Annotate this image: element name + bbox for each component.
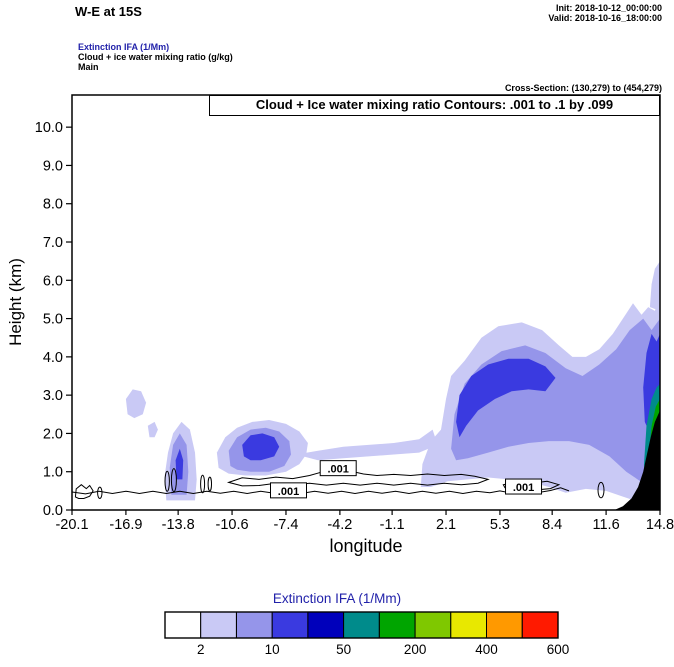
svg-text:.001: .001 [513, 482, 534, 494]
x-tick-label: 2.1 [436, 517, 456, 533]
colorbar [164, 611, 559, 639]
colorbar-cell [450, 611, 487, 639]
contour-title-box: Cloud + Ice water mixing ratio Contours:… [209, 95, 660, 116]
colorbar-tick-label: 600 [547, 642, 570, 657]
colorbar-cell [521, 611, 559, 639]
y-tick-label: 1.0 [43, 465, 63, 481]
axis-ticks [66, 126, 661, 515]
field-descriptions: Extinction IFA (1/Mm) Cloud + ice water … [78, 42, 233, 72]
init-valid-times: Init: 2018-10-12_00:00:00 Valid: 2018-10… [548, 3, 662, 23]
x-tick-label: 5.3 [490, 517, 510, 533]
x-tick-label: -4.2 [327, 517, 352, 533]
valid-time: Valid: 2018-10-16_18:00:00 [548, 13, 662, 23]
colorbar-cell [200, 611, 237, 639]
colorbar-tick-label: 50 [336, 642, 351, 657]
cross-section-coords: Cross-Section: (130,279) to (454,279) [504, 83, 662, 93]
colorbar-cell [164, 611, 202, 639]
colorbar-cell [307, 611, 345, 639]
x-tick-label: 14.8 [646, 517, 674, 533]
y-tick-label: 5.0 [43, 312, 63, 328]
y-tick-label: 2.0 [43, 426, 63, 442]
cloud-ice-contour-lines [72, 468, 605, 499]
shaded-extinction-regions [125, 261, 660, 510]
y-tick-label: 6.0 [43, 273, 63, 289]
init-time: Init: 2018-10-12_00:00:00 [555, 3, 662, 13]
axis-tick-labels: -20.1 -16.9 -13.8 -10.6 -7.4 -4.2 -1.1 2.1 5.3 8.… [35, 120, 674, 533]
colorbar-tick-labels: 2 10 50 200 400 600 [197, 642, 569, 657]
field-line-domain: Main [78, 62, 99, 72]
page-title: W-E at 15S [75, 4, 142, 19]
colorbar-cell [378, 611, 416, 639]
x-tick-label: -16.9 [109, 517, 142, 533]
colorbar-tick-label: 400 [475, 642, 498, 657]
y-tick-label: 0.0 [43, 503, 63, 519]
x-tick-label: 8.4 [542, 517, 562, 533]
x-tick-label: -10.6 [216, 517, 249, 533]
x-tick-label: -13.8 [162, 517, 195, 533]
colorbar-title: Extinction IFA (1/Mm) [272, 591, 402, 606]
svg-text:.001: .001 [278, 486, 299, 498]
y-tick-label: 7.0 [43, 235, 63, 251]
field-line-cloud-ice: Cloud + ice water mixing ratio (g/kg) [78, 52, 233, 62]
x-axis-label: longitude [329, 536, 403, 556]
y-tick-label: 8.0 [43, 197, 63, 213]
colorbar-cell [236, 611, 273, 639]
contour-value-labels: .001 .001 .001 [269, 460, 543, 499]
y-axis-label: Height (km) [6, 258, 25, 346]
x-tick-label: 11.6 [593, 517, 620, 533]
y-tick-label: 10.0 [35, 120, 63, 136]
x-tick-label: -7.4 [273, 517, 298, 533]
y-tick-label: 3.0 [43, 388, 63, 404]
y-tick-label: 9.0 [43, 158, 63, 174]
colorbar-cell [486, 611, 523, 639]
colorbar-cell [343, 611, 380, 639]
x-tick-label: -20.1 [55, 517, 88, 533]
colorbar-cell [271, 611, 309, 639]
colorbar-tick-label: 200 [404, 642, 427, 657]
colorbar-tick-label: 10 [265, 642, 280, 657]
field-line-extinction: Extinction IFA (1/Mm) [78, 42, 170, 52]
y-tick-label: 4.0 [43, 350, 63, 366]
colorbar-cell [414, 611, 452, 639]
x-tick-label: -1.1 [380, 517, 405, 533]
colorbar-tick-label: 2 [197, 642, 205, 657]
svg-text:.001: .001 [327, 464, 348, 476]
